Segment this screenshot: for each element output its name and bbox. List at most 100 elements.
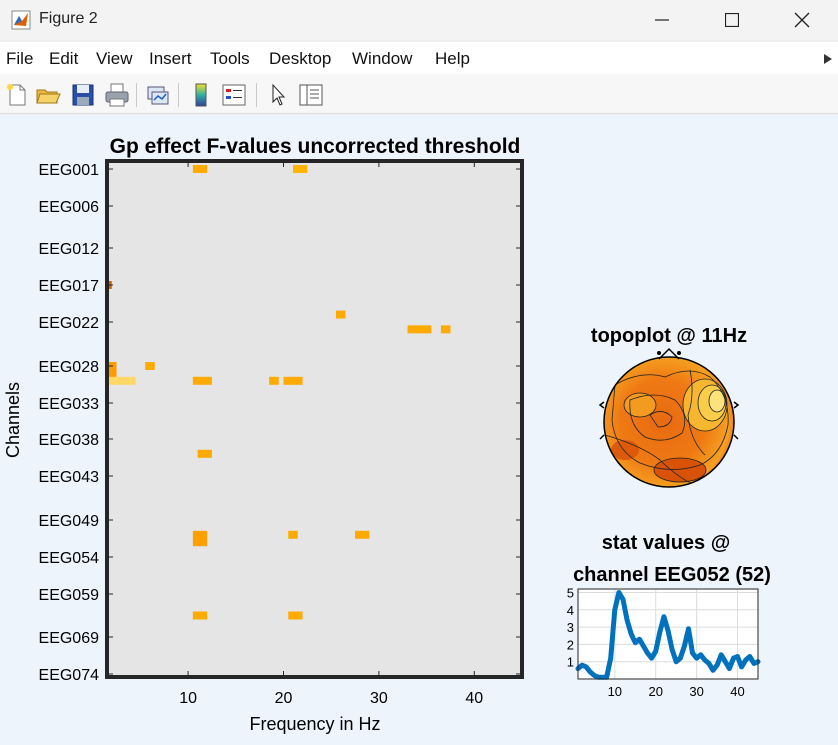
heatmap-title: Gp effect F-values uncorrected threshold: [110, 135, 521, 158]
heatmap-significant-cell: [335, 310, 346, 319]
menu-file[interactable]: File: [6, 49, 34, 68]
topoplot-right-ear: [733, 434, 739, 440]
heatmap-background: [107, 161, 522, 677]
toolbar-separator: [136, 83, 137, 107]
heatmap-ytick-label: EEG012: [39, 241, 100, 258]
topoplot-axes[interactable]: topoplot @ 11Hz: [591, 325, 747, 488]
heatmap-ytick-label: EEG017: [39, 278, 100, 295]
heatmap-xtick-label: 30: [370, 690, 388, 707]
menu-bar: File Edit View Insert Tools Desktop Wind…: [0, 42, 838, 74]
print-icon[interactable]: [104, 82, 130, 108]
lineplot-ytick-label: 5: [567, 585, 574, 600]
lineplot-ytick-label: 1: [567, 655, 574, 670]
heatmap-ytick-label: EEG059: [39, 587, 100, 604]
heatmap-ytick-label: EEG022: [39, 315, 100, 332]
heatmap-ytick-label: EEG043: [39, 469, 100, 486]
save-icon[interactable]: [70, 82, 96, 108]
heatmap-frame: [105, 159, 524, 679]
heatmap-ytick-label: EEG069: [39, 630, 100, 647]
heatmap-significant-cell: [192, 611, 208, 620]
menu-view[interactable]: View: [96, 49, 133, 68]
heatmap-significant-cell: [192, 165, 208, 173]
lineplot-series-line: [575, 590, 761, 680]
toolbar-separator: [256, 83, 257, 107]
matlab-logo-icon: [11, 10, 31, 30]
close-icon: [794, 12, 810, 28]
maximize-button[interactable]: [697, 0, 767, 40]
figure-toolbar: [0, 74, 838, 114]
heatmap-significant-cell: [192, 376, 212, 385]
edit-plot-arrow-icon[interactable]: [265, 82, 291, 108]
menu-overflow-arrow-icon[interactable]: [824, 54, 832, 64]
heatmap-significant-cell: [440, 325, 451, 334]
lineplot-title-line1: stat values @: [602, 532, 730, 554]
lineplot-xtick-label: 30: [689, 684, 703, 699]
menu-edit[interactable]: Edit: [49, 49, 79, 68]
topoplot-left-ear: [598, 401, 605, 409]
topoplot-electrode-marker: [657, 351, 661, 355]
menu-window[interactable]: Window: [352, 49, 413, 68]
stat-lineplot-axes[interactable]: stat values @ channel EEG052 (52) 10 20 30…: [567, 532, 771, 699]
lineplot-ytick-label: 3: [567, 620, 574, 635]
toolbar-separator: [178, 83, 179, 107]
topoplot-nose: [658, 347, 680, 360]
heatmap-significant-cell: [269, 376, 279, 385]
heatmap-ytick-label: EEG006: [39, 199, 100, 216]
close-button[interactable]: [767, 0, 837, 40]
heatmap-significant-cell: [407, 325, 432, 334]
heatmap-significant-cell: [145, 362, 155, 370]
menu-help[interactable]: Help: [435, 49, 470, 68]
maximize-icon: [725, 13, 739, 27]
lineplot-frame: [577, 588, 759, 680]
lineplot-ytick-label: 2: [567, 637, 574, 652]
heatmap-significant-cell: [288, 530, 298, 539]
heatmap-ytick-label: EEG028: [39, 359, 100, 376]
menu-insert[interactable]: Insert: [149, 49, 192, 68]
menu-tools[interactable]: Tools: [210, 49, 250, 68]
lineplot-xtick-label: 20: [648, 684, 662, 699]
heatmap-ytick-label: EEG049: [39, 513, 100, 530]
heatmap-significant-cell: [355, 530, 370, 539]
topoplot-contours: [604, 369, 729, 487]
heatmap-significant-cell: [288, 611, 303, 620]
heatmap-xtick-label: 40: [465, 690, 483, 707]
lineplot-ytick-label: 4: [567, 603, 574, 618]
heatmap-significant-cell: [293, 165, 308, 173]
topoplot-head-outline: [603, 356, 735, 488]
figure-canvas: Gp effect F-values uncorrected threshold…: [0, 115, 838, 745]
topoplot-title: topoplot @ 11Hz: [591, 325, 747, 347]
insert-colorbar-icon[interactable]: [188, 82, 214, 108]
lineplot-xtick-label: 10: [608, 684, 622, 699]
heatmap-xtick-label: 20: [275, 690, 293, 707]
minimize-icon: [655, 19, 669, 21]
lineplot-title-line2: channel EEG052 (52): [573, 564, 771, 586]
figure-plots: Gp effect F-values uncorrected threshold…: [3, 135, 771, 734]
menu-desktop[interactable]: Desktop: [269, 49, 332, 68]
heatmap-xlabel: Frequency in Hz: [249, 714, 380, 734]
heatmap-ylabel: Channels: [3, 382, 23, 458]
heatmap-axes[interactable]: Gp effect F-values uncorrected threshold…: [3, 135, 524, 734]
heatmap-xtick-label: 10: [179, 690, 197, 707]
open-file-icon[interactable]: [35, 82, 61, 108]
show-plot-tools-icon[interactable]: [298, 82, 324, 108]
heatmap-significant-cell: [107, 376, 136, 385]
lineplot-xtick-label: 40: [730, 684, 744, 699]
topoplot-right-ear: [733, 401, 740, 409]
topoplot-electrode-marker: [677, 351, 681, 355]
window-titlebar: Figure 2: [0, 0, 838, 40]
heatmap-ytick-label: EEG074: [39, 667, 100, 684]
minimize-button[interactable]: [627, 0, 697, 40]
heatmap-ytick-label: EEG038: [39, 432, 100, 449]
heatmap-significant-cell: [283, 376, 303, 385]
heatmap-ytick-label: EEG033: [39, 396, 100, 413]
heatmap-significant-cell: [197, 449, 212, 458]
topoplot-left-ear: [599, 434, 605, 440]
link-plot-icon[interactable]: [145, 82, 171, 108]
heatmap-ytick-label: EEG001: [39, 162, 100, 179]
heatmap-ytick-label: EEG054: [39, 550, 100, 567]
insert-legend-icon[interactable]: [221, 82, 247, 108]
heatmap-significant-cell: [107, 362, 117, 378]
new-figure-icon[interactable]: [4, 82, 30, 108]
heatmap-significant-cell: [192, 530, 208, 547]
window-title: Figure 2: [39, 10, 98, 27]
